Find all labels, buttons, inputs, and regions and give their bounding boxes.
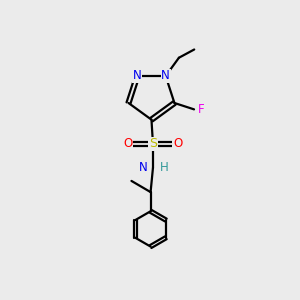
Text: N: N	[161, 70, 170, 83]
Text: F: F	[198, 103, 204, 116]
Text: N: N	[139, 161, 148, 175]
Text: O: O	[124, 137, 133, 150]
Text: O: O	[173, 137, 182, 150]
Text: H: H	[159, 161, 168, 175]
Text: N: N	[133, 70, 142, 83]
Text: S: S	[149, 137, 157, 150]
